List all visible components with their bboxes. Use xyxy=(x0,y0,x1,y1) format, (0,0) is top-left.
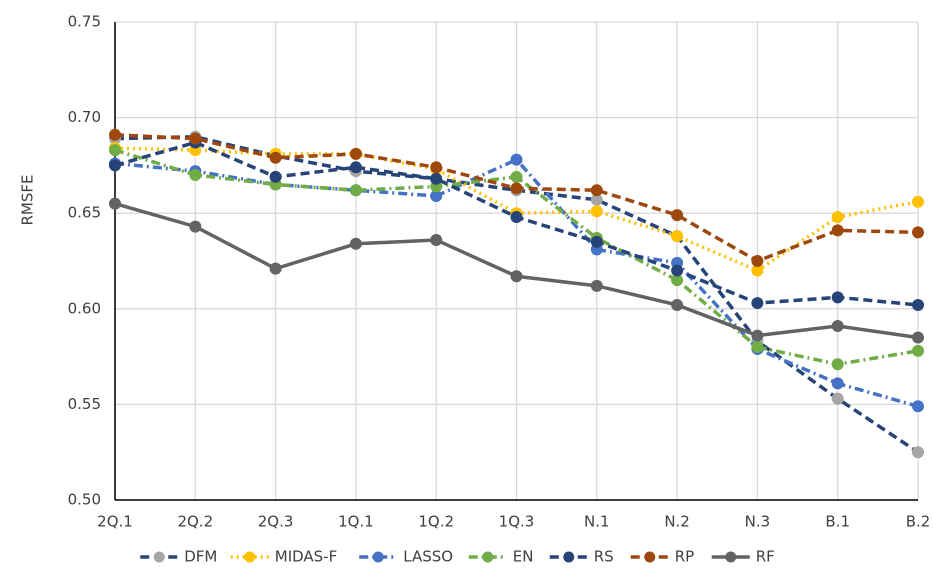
data-point xyxy=(831,291,844,304)
data-point xyxy=(751,329,764,342)
x-tick-label: B.1 xyxy=(825,513,850,531)
data-point xyxy=(269,262,282,275)
x-tick-label: 1Q.3 xyxy=(499,513,535,531)
data-point xyxy=(751,341,764,354)
legend-marker xyxy=(372,551,384,563)
data-point xyxy=(510,153,523,166)
data-point xyxy=(912,195,924,208)
x-tick-label: N.2 xyxy=(664,513,690,531)
data-point xyxy=(590,205,603,218)
data-point xyxy=(831,392,844,405)
data-point xyxy=(831,224,844,237)
y-tick-label: 0.60 xyxy=(68,299,101,317)
data-point xyxy=(430,233,443,246)
data-point xyxy=(430,189,443,202)
data-point xyxy=(831,358,844,371)
data-point xyxy=(349,237,362,250)
data-point xyxy=(671,209,684,222)
data-point xyxy=(510,270,523,283)
data-point xyxy=(189,220,202,233)
legend-label: DFM xyxy=(184,548,217,566)
data-point xyxy=(912,344,924,357)
data-point xyxy=(590,193,603,206)
data-point xyxy=(831,320,844,333)
data-point xyxy=(671,298,684,311)
data-point xyxy=(510,170,523,183)
data-point xyxy=(912,400,924,413)
data-point xyxy=(831,211,844,224)
data-point xyxy=(510,182,523,195)
data-point xyxy=(189,132,202,145)
data-point xyxy=(671,274,684,287)
data-point xyxy=(590,235,603,248)
data-point xyxy=(751,297,764,310)
y-tick-label: 0.65 xyxy=(68,204,101,222)
data-point xyxy=(269,170,282,183)
x-tick-label: B.2 xyxy=(906,513,931,531)
data-point xyxy=(109,159,121,172)
y-tick-label: 0.70 xyxy=(68,108,101,126)
x-tick-label: 2Q.2 xyxy=(177,513,213,531)
data-point xyxy=(912,226,924,239)
data-point xyxy=(751,264,764,277)
x-tick-label: 1Q.2 xyxy=(418,513,454,531)
data-point xyxy=(189,168,202,181)
x-tick-label: 1Q.1 xyxy=(338,513,374,531)
data-point xyxy=(751,255,764,267)
data-point xyxy=(430,161,443,174)
y-tick-label: 0.50 xyxy=(68,491,101,509)
legend-marker xyxy=(563,551,575,563)
legend-label: MIDAS-F xyxy=(275,548,337,566)
data-point xyxy=(430,172,443,185)
data-point xyxy=(831,377,844,390)
x-tick-label: 2Q.3 xyxy=(258,513,294,531)
data-point xyxy=(590,184,603,197)
legend-marker xyxy=(482,551,494,563)
legend-label: RF xyxy=(756,548,775,566)
data-point xyxy=(671,230,684,243)
legend-marker xyxy=(153,551,165,563)
legend-label: EN xyxy=(513,548,534,566)
data-point xyxy=(109,144,121,157)
data-point xyxy=(109,197,121,210)
x-tick-label: 2Q.1 xyxy=(97,513,133,531)
y-axis-title: RMSFE xyxy=(19,175,37,226)
legend-label: LASSO xyxy=(403,548,453,566)
data-point xyxy=(671,264,684,277)
data-point xyxy=(269,151,282,164)
x-tick-label: N.3 xyxy=(745,513,771,531)
data-point xyxy=(349,147,362,160)
x-tick-label: N.1 xyxy=(584,513,610,531)
legend-marker xyxy=(644,551,656,563)
legend-label: RP xyxy=(675,548,694,566)
y-tick-label: 0.55 xyxy=(68,395,101,413)
legend-label: RS xyxy=(594,548,614,566)
data-point xyxy=(912,298,924,311)
data-point xyxy=(109,128,121,141)
legend-marker xyxy=(725,551,737,563)
data-point xyxy=(349,184,362,197)
data-point xyxy=(510,211,523,224)
data-point xyxy=(912,331,924,344)
data-point xyxy=(590,279,603,292)
data-point xyxy=(349,161,362,174)
y-tick-label: 0.75 xyxy=(68,13,101,31)
data-point xyxy=(912,446,924,459)
legend-marker xyxy=(244,551,256,563)
